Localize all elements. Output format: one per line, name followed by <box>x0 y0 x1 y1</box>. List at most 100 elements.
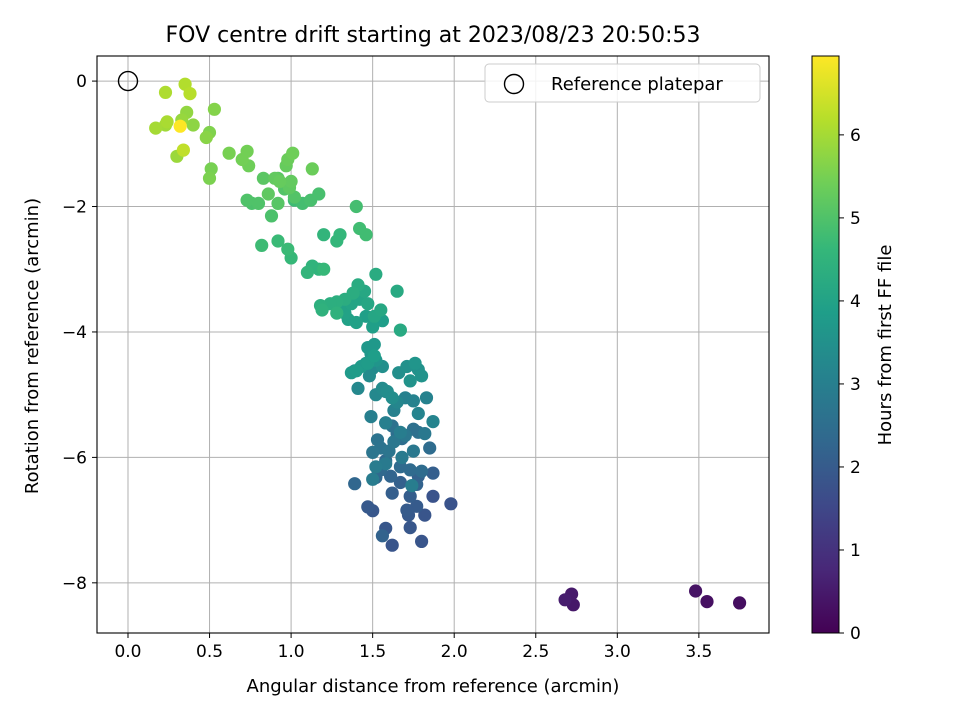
legend-marker-reference <box>503 73 525 95</box>
x-tick-label: 0.0 <box>114 642 141 662</box>
data-point <box>415 464 429 478</box>
data-point <box>348 477 362 491</box>
data-point <box>362 369 376 383</box>
data-point <box>387 435 401 449</box>
data-point <box>251 196 266 210</box>
reference-marker <box>117 70 139 92</box>
data-point <box>312 187 326 201</box>
data-point <box>426 415 440 429</box>
data-point <box>426 489 440 503</box>
data-point <box>367 337 381 352</box>
data-point <box>426 466 440 480</box>
data-point <box>353 221 367 236</box>
plot-area <box>96 55 770 634</box>
x-tick-label: 3.0 <box>604 642 631 662</box>
data-point <box>390 284 404 298</box>
data-point <box>418 508 432 522</box>
data-point <box>176 143 190 157</box>
data-point <box>273 174 287 188</box>
data-point <box>369 460 383 474</box>
data-point <box>379 416 393 430</box>
reference-platepar-marker <box>117 70 139 92</box>
data-point <box>367 349 381 363</box>
data-point <box>207 102 221 116</box>
data-point <box>411 406 425 421</box>
y-tick-label: 0 <box>76 72 87 92</box>
y-tick-label: −6 <box>62 448 87 468</box>
x-tick-label: 2.5 <box>522 642 549 662</box>
data-point <box>255 238 269 252</box>
data-point <box>369 267 383 281</box>
data-point <box>405 479 419 493</box>
data-point <box>408 356 422 370</box>
data-point <box>222 146 236 160</box>
x-tick-label: 1.5 <box>359 642 386 662</box>
data-point <box>403 463 417 477</box>
data-point <box>700 595 714 609</box>
data-point <box>330 306 344 320</box>
data-points <box>149 77 747 612</box>
x-axis-label: Angular distance from reference (arcmin) <box>247 676 620 697</box>
legend-entry-reference: Reference platepar <box>551 74 723 95</box>
data-point <box>419 391 434 405</box>
colorbar-tick-label: 4 <box>850 292 861 312</box>
data-point <box>186 118 200 132</box>
data-point <box>400 503 414 517</box>
data-point <box>281 242 295 256</box>
data-point <box>415 534 429 549</box>
data-point <box>240 193 254 207</box>
data-point <box>558 593 572 607</box>
data-point <box>361 297 375 311</box>
y-axis-label: Rotation from reference (arcmin) <box>22 198 43 494</box>
y-tick-label: −4 <box>62 323 87 343</box>
data-point <box>160 115 174 129</box>
data-point <box>689 584 703 598</box>
data-point <box>403 489 417 503</box>
data-point <box>444 497 458 511</box>
data-point <box>418 427 432 441</box>
colorbar-gradient <box>811 55 840 634</box>
data-point <box>393 475 407 490</box>
data-point <box>351 381 365 395</box>
data-point <box>305 162 319 176</box>
data-point <box>385 538 399 552</box>
data-point <box>264 209 279 223</box>
data-point <box>415 369 429 383</box>
data-point <box>361 500 375 514</box>
data-point <box>366 320 380 334</box>
colorbar-tick-label: 6 <box>850 126 861 146</box>
x-axis-ticks: 0.0 0.5 1.0 1.5 2.0 2.5 3.0 3.5 <box>114 633 712 662</box>
data-point <box>271 196 285 210</box>
data-point <box>375 529 389 543</box>
colorbar-tick-label: 0 <box>850 624 861 644</box>
data-point <box>406 444 420 458</box>
x-tick-label: 2.0 <box>441 642 468 662</box>
data-point <box>202 171 217 185</box>
data-point <box>349 199 363 214</box>
data-point <box>173 119 187 133</box>
data-point <box>384 469 398 483</box>
legend: Reference platepar <box>484 63 761 103</box>
data-point <box>393 323 407 337</box>
data-point <box>317 228 331 242</box>
colorbar-label: Hours from first FF file <box>875 245 896 446</box>
y-axis-ticks: 0 −2 −4 −6 −8 <box>62 72 97 594</box>
colorbar-tick-label: 1 <box>850 541 861 561</box>
colorbar-tick-label: 3 <box>850 375 861 395</box>
data-point <box>256 171 270 185</box>
data-point <box>395 450 409 464</box>
data-point <box>385 486 399 500</box>
data-point <box>330 234 344 248</box>
data-point <box>315 303 329 317</box>
data-point <box>733 596 747 610</box>
data-point <box>183 87 197 101</box>
data-point <box>366 445 380 459</box>
data-point <box>393 425 407 439</box>
data-point <box>317 262 331 276</box>
data-point <box>261 187 275 201</box>
data-point <box>406 394 420 408</box>
data-point <box>364 410 378 424</box>
colorbar-tick-label: 2 <box>850 458 861 478</box>
data-point <box>385 391 399 405</box>
data-point <box>240 144 254 158</box>
